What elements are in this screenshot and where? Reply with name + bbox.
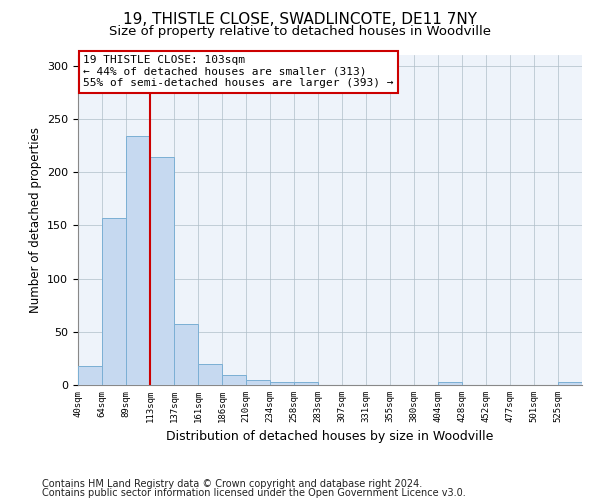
Bar <box>558 382 582 385</box>
Bar <box>270 382 294 385</box>
Bar <box>126 136 150 385</box>
Bar <box>198 364 222 385</box>
Text: Contains public sector information licensed under the Open Government Licence v3: Contains public sector information licen… <box>42 488 466 498</box>
Bar <box>150 157 174 385</box>
Bar <box>294 382 318 385</box>
Bar <box>222 376 246 385</box>
Bar <box>78 366 102 385</box>
Text: Contains HM Land Registry data © Crown copyright and database right 2024.: Contains HM Land Registry data © Crown c… <box>42 479 422 489</box>
Y-axis label: Number of detached properties: Number of detached properties <box>29 127 41 313</box>
Bar <box>102 218 126 385</box>
Bar <box>246 380 270 385</box>
X-axis label: Distribution of detached houses by size in Woodville: Distribution of detached houses by size … <box>166 430 494 444</box>
Text: 19, THISTLE CLOSE, SWADLINCOTE, DE11 7NY: 19, THISTLE CLOSE, SWADLINCOTE, DE11 7NY <box>123 12 477 28</box>
Text: Size of property relative to detached houses in Woodville: Size of property relative to detached ho… <box>109 25 491 38</box>
Text: 19 THISTLE CLOSE: 103sqm
← 44% of detached houses are smaller (313)
55% of semi-: 19 THISTLE CLOSE: 103sqm ← 44% of detach… <box>83 55 394 88</box>
Bar <box>174 324 198 385</box>
Bar <box>438 382 462 385</box>
